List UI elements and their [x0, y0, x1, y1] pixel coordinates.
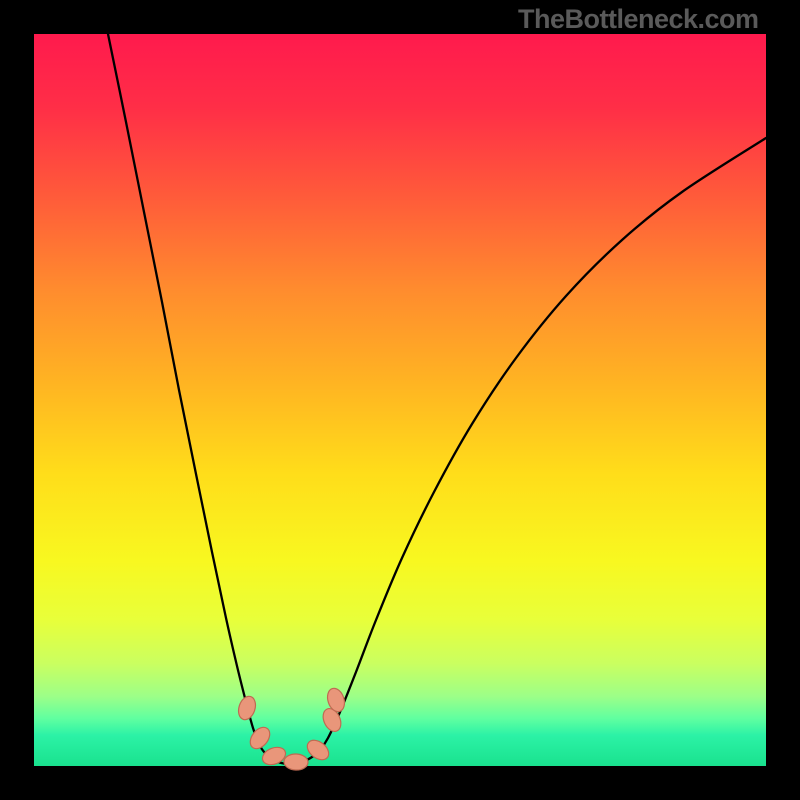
bottleneck-curve-chart: [0, 0, 800, 800]
curve-marker: [284, 754, 309, 771]
watermark-text: TheBottleneck.com: [518, 4, 759, 35]
plot-background-gradient: [34, 34, 766, 766]
